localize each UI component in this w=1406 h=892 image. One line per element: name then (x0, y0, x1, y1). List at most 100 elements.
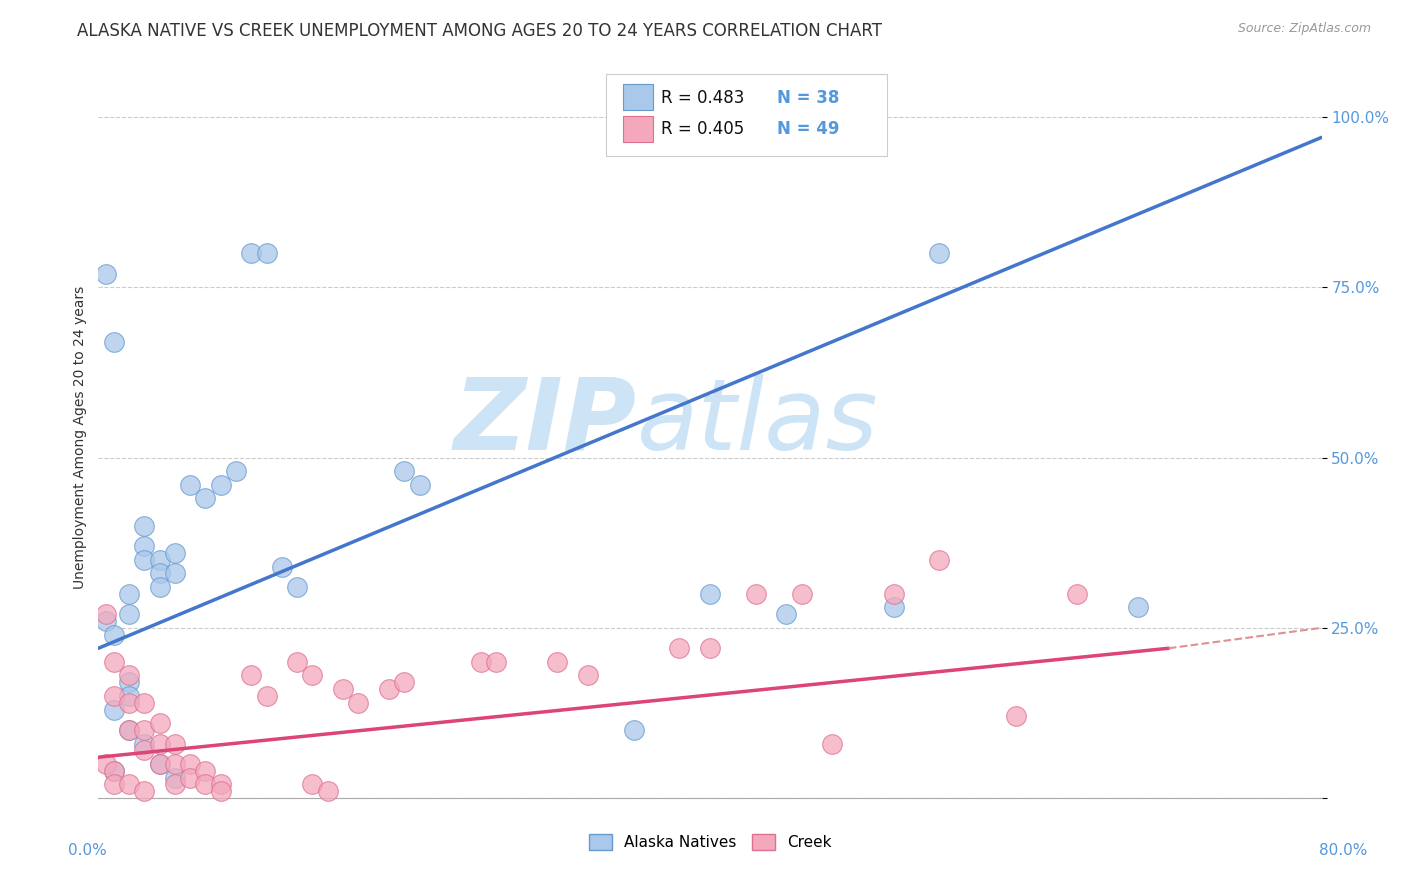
Point (149, 757, 172, 772)
Point (179, 477, 201, 491)
Point (134, 552, 156, 566)
Point (546, 655, 568, 669)
Text: Source: ZipAtlas.com: Source: ZipAtlas.com (1237, 22, 1371, 36)
Point (103, 334, 125, 349)
Point (576, 668, 599, 682)
Point (103, 655, 125, 669)
Point (163, 771, 186, 785)
Point (103, 627, 125, 641)
Text: ALASKA NATIVE VS CREEK UNEMPLOYMENT AMONG AGES 20 TO 24 YEARS CORRELATION CHART: ALASKA NATIVE VS CREEK UNEMPLOYMENT AMON… (77, 22, 883, 40)
Point (699, 641, 721, 656)
Point (118, 696, 141, 710)
Point (623, 723, 645, 737)
Point (209, 777, 232, 791)
Point (1004, 709, 1026, 723)
Point (118, 587, 141, 601)
Point (163, 757, 186, 772)
Point (118, 723, 141, 737)
Point (118, 723, 141, 737)
Point (194, 777, 217, 791)
Point (240, 668, 263, 682)
Point (94, 607, 117, 622)
Point (928, 246, 950, 260)
Text: N = 49: N = 49 (778, 120, 839, 138)
Point (392, 464, 416, 478)
Point (301, 668, 323, 682)
Text: 0.0%: 0.0% (67, 843, 107, 858)
Point (103, 764, 125, 778)
Point (256, 689, 278, 703)
Point (775, 607, 797, 622)
Point (149, 552, 172, 566)
Point (163, 737, 186, 751)
Point (699, 587, 721, 601)
Point (194, 491, 217, 506)
Point (94, 757, 117, 772)
Point (347, 696, 370, 710)
Point (134, 737, 156, 751)
Point (163, 777, 186, 791)
Point (928, 552, 950, 566)
Text: R = 0.483: R = 0.483 (661, 88, 744, 107)
Point (270, 559, 292, 574)
Point (240, 246, 263, 260)
Point (118, 668, 141, 682)
Point (301, 777, 323, 791)
FancyBboxPatch shape (623, 84, 652, 111)
Point (134, 723, 156, 737)
FancyBboxPatch shape (623, 116, 652, 142)
Point (194, 764, 217, 778)
Point (883, 587, 905, 601)
Point (149, 757, 172, 772)
Point (163, 566, 186, 581)
Point (179, 771, 201, 785)
Point (94, 267, 117, 281)
Point (470, 655, 492, 669)
Point (103, 689, 125, 703)
Point (209, 784, 232, 798)
Point (149, 580, 172, 594)
Point (134, 539, 156, 553)
Point (378, 682, 401, 697)
Point (256, 246, 278, 260)
Point (225, 464, 247, 478)
Text: R = 0.405: R = 0.405 (661, 120, 744, 138)
Point (103, 777, 125, 791)
Point (134, 784, 156, 798)
Point (149, 716, 172, 731)
Point (134, 743, 156, 757)
Point (485, 655, 508, 669)
Point (392, 675, 416, 690)
Y-axis label: Unemployment Among Ages 20 to 24 years: Unemployment Among Ages 20 to 24 years (73, 285, 87, 589)
Legend: Alaska Natives, Creek: Alaska Natives, Creek (582, 829, 838, 856)
Point (149, 737, 172, 751)
Point (179, 757, 201, 772)
Point (103, 764, 125, 778)
Point (163, 546, 186, 560)
Point (408, 477, 430, 491)
Point (118, 777, 141, 791)
Text: ZIP: ZIP (454, 374, 637, 471)
Point (134, 518, 156, 533)
Point (1066, 587, 1088, 601)
Text: atlas: atlas (637, 374, 879, 471)
Point (285, 580, 308, 594)
Point (118, 675, 141, 690)
Text: 80.0%: 80.0% (1319, 843, 1367, 858)
Point (790, 587, 813, 601)
Point (332, 682, 354, 697)
Point (118, 689, 141, 703)
Point (118, 607, 141, 622)
Point (285, 655, 308, 669)
Point (103, 702, 125, 716)
Text: N = 38: N = 38 (778, 88, 839, 107)
Point (149, 566, 172, 581)
Point (134, 696, 156, 710)
Point (883, 600, 905, 615)
Point (94, 614, 117, 628)
FancyBboxPatch shape (606, 74, 887, 156)
Point (1128, 600, 1150, 615)
Point (316, 784, 339, 798)
Point (745, 587, 768, 601)
Point (668, 641, 690, 656)
